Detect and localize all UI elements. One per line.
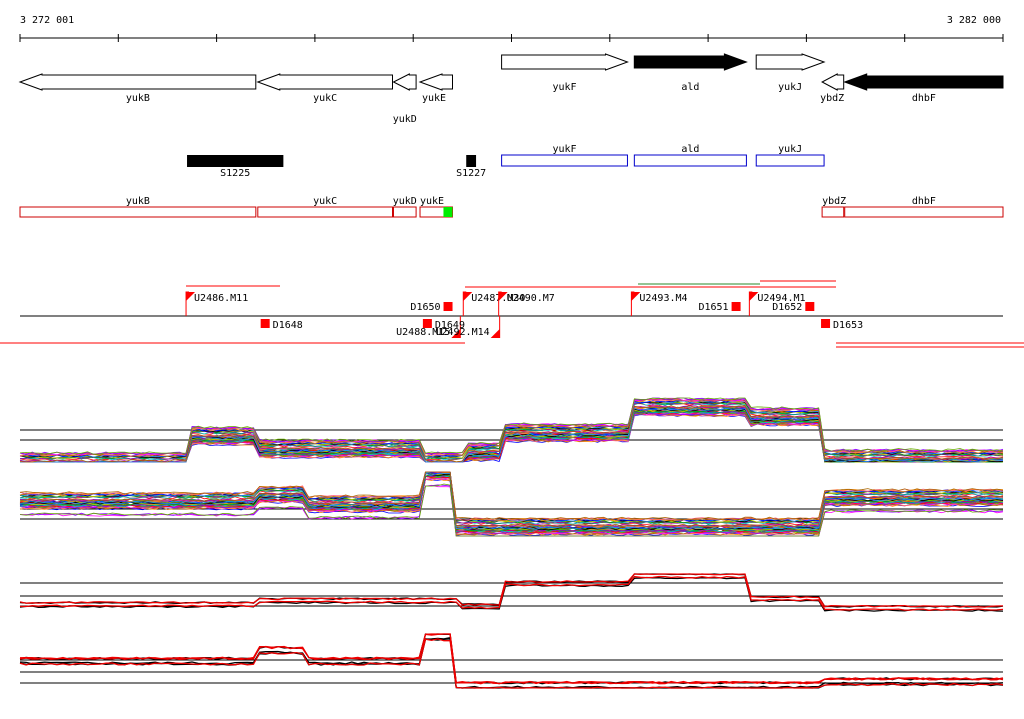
profile-line xyxy=(19,397,1004,456)
profile-line xyxy=(19,471,1004,528)
red-segment-label: ybdZ xyxy=(822,196,846,207)
profile-line xyxy=(19,475,1004,534)
gene-arrow-ald xyxy=(633,53,748,71)
gene-label-ybdz: ybdZ xyxy=(820,93,844,104)
tss-flag xyxy=(490,329,500,338)
s-element-s1227 xyxy=(466,155,477,167)
red-segment-yuke xyxy=(419,206,453,218)
red-segment-yukd xyxy=(392,206,417,218)
axis-start-label: 3 272 001 xyxy=(20,15,74,26)
gene-arrow-yukb xyxy=(18,73,257,91)
terminator-label: D1651 xyxy=(698,302,728,313)
gene-track: yukB yukC yukD yukE yukF ald yukJ ybdZ dhbF xyxy=(18,53,1004,125)
tss-flag xyxy=(463,292,473,301)
profile-line xyxy=(19,473,1004,531)
gene-arrow-yukf xyxy=(501,53,629,71)
red-segment-dhbf xyxy=(844,206,1004,218)
profile-line xyxy=(19,483,1004,537)
profile-line xyxy=(19,575,1004,611)
gene-arrow-yukj xyxy=(755,53,826,71)
gene-label-yukd: yukD xyxy=(393,114,417,125)
s-element-label: S1225 xyxy=(220,168,250,179)
s-element-s1225 xyxy=(187,155,284,167)
gene-arrow-dhbf xyxy=(843,73,1004,91)
gene-arrow-yukc xyxy=(256,73,393,91)
tss-label: U2486.M11 xyxy=(194,293,248,304)
terminator-label: D1653 xyxy=(833,320,863,331)
blue-segment-yukf xyxy=(501,154,628,167)
profile-line xyxy=(19,405,1004,463)
terminator-label: D1648 xyxy=(273,320,303,331)
blue-segment-yukj xyxy=(755,154,825,167)
coordinate-axis xyxy=(19,34,1004,42)
terminator-label: D1650 xyxy=(410,302,440,313)
expression-profile-tracks xyxy=(19,397,1004,689)
terminator-label: D1649 xyxy=(435,320,465,331)
profile-line xyxy=(19,633,1004,685)
red-segment-track: yukB yukC yukD yukE ybdZ dhbF xyxy=(19,196,1004,218)
gene-label-yuke: yukE xyxy=(422,93,446,104)
terminator-label: D1652 xyxy=(772,302,802,313)
tss-flag xyxy=(498,292,508,301)
gene-arrow-yukd xyxy=(392,73,417,91)
s-element-track: S1225 S1227 xyxy=(187,155,486,179)
tss-label: U2494.M1 xyxy=(757,293,805,304)
profile-line xyxy=(19,472,1004,530)
red-segment-label: yukE xyxy=(420,196,444,207)
terminator-marker xyxy=(821,319,831,328)
blue-segment-ald xyxy=(633,154,747,167)
tss-flag xyxy=(451,329,461,338)
gene-arrow-yuke xyxy=(418,73,453,91)
tss-label: U2490.M7 xyxy=(507,293,555,304)
tss-flag xyxy=(186,292,196,301)
gene-arrow-ybdz xyxy=(821,73,845,91)
blue-segment-label: yukJ xyxy=(778,144,802,155)
gene-label-ald: ald xyxy=(681,82,699,93)
s-element-label: S1227 xyxy=(456,168,486,179)
tss-label: U2488.M15 xyxy=(396,327,450,338)
terminator-marker xyxy=(443,302,453,311)
tss-label: U2493.M4 xyxy=(639,293,687,304)
profile-line xyxy=(19,638,1004,689)
profile-line xyxy=(19,573,1004,608)
red-segment-label: yukC xyxy=(313,196,337,207)
blue-segment-track: yukF ald yukJ xyxy=(501,144,825,167)
profile-line xyxy=(20,407,1004,463)
terminator-marker xyxy=(422,319,432,328)
red-segment-yukc xyxy=(257,206,393,218)
red-segment-label: yukD xyxy=(393,196,417,207)
gene-label-yukc: yukC xyxy=(313,93,337,104)
blue-segment-label: ald xyxy=(681,144,699,155)
gene-label-dhbf: dhbF xyxy=(912,93,936,104)
red-segment-marker xyxy=(443,207,453,217)
red-segment-ybdz xyxy=(821,206,845,218)
tss-flag xyxy=(631,292,641,301)
profile-line xyxy=(19,471,1004,527)
red-segment-yukb xyxy=(19,206,257,218)
gene-label-yukj: yukJ xyxy=(778,82,802,93)
terminator-marker xyxy=(805,302,815,311)
terminator-marker xyxy=(731,302,741,311)
red-segment-label: yukB xyxy=(126,196,150,207)
blue-segment-label: yukF xyxy=(552,144,576,155)
tss-flag xyxy=(749,292,759,301)
tss-label: U2492.M14 xyxy=(435,327,489,338)
profile-line xyxy=(19,397,1004,455)
gene-label-yukb: yukB xyxy=(126,93,150,104)
profile-line xyxy=(19,477,1004,536)
terminator-marker xyxy=(260,319,270,328)
gene-label-yukf: yukF xyxy=(552,82,576,93)
red-segment-label: dhbF xyxy=(912,196,936,207)
axis-end-label: 3 282 000 xyxy=(947,15,1001,26)
profile-line xyxy=(19,471,1004,521)
